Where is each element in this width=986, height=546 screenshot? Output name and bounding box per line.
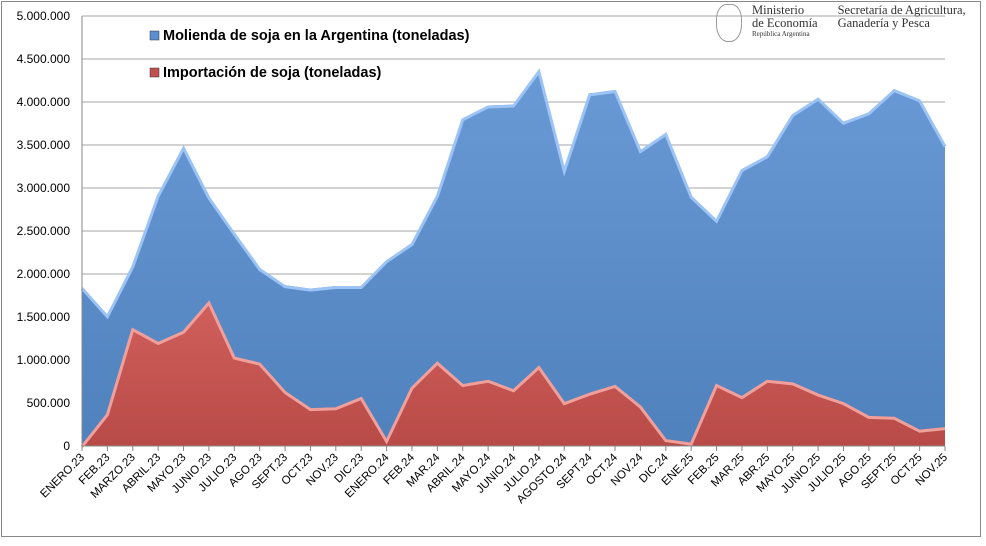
y-tick-label: 4.500.000 — [17, 52, 71, 66]
series-edge-1 — [80, 300, 946, 448]
y-tick-label: 1.000.000 — [17, 353, 71, 367]
legend-label: Importación de soja (toneladas) — [163, 65, 382, 81]
ministry-sub: República Argentina — [752, 30, 810, 38]
secretary-line2: Ganadería y Pesca — [837, 16, 930, 30]
logo-ministerio: Ministerio de Economía República Argenti… — [716, 4, 966, 42]
y-tick-label: 3.500.000 — [17, 138, 71, 152]
y-tick-label: 0 — [63, 439, 70, 453]
legend-label: Molienda de soja en la Argentina (tonela… — [163, 28, 470, 44]
y-tick-label: 5.000.000 — [17, 9, 71, 23]
y-tick-label: 1.500.000 — [17, 310, 71, 324]
series-area-0 — [82, 70, 945, 447]
series-area-1 — [82, 301, 945, 446]
legend-swatch — [149, 67, 160, 78]
coat-of-arms-icon — [716, 4, 742, 42]
y-tick-label: 2.500.000 — [17, 224, 71, 238]
y-tick-label: 500.000 — [27, 396, 71, 410]
chart-frame — [1, 1, 981, 537]
secretary-line1: Secretaría de Agricultura, — [837, 3, 966, 17]
legend-swatch — [149, 30, 160, 41]
y-tick-label: 4.000.000 — [17, 95, 71, 109]
ministry-line1: Ministerio — [752, 3, 805, 17]
ministry-line2: de Economía — [752, 16, 818, 30]
y-tick-label: 3.000.000 — [17, 181, 71, 195]
series-edge-0 — [80, 68, 947, 320]
y-tick-label: 2.000.000 — [17, 267, 71, 281]
